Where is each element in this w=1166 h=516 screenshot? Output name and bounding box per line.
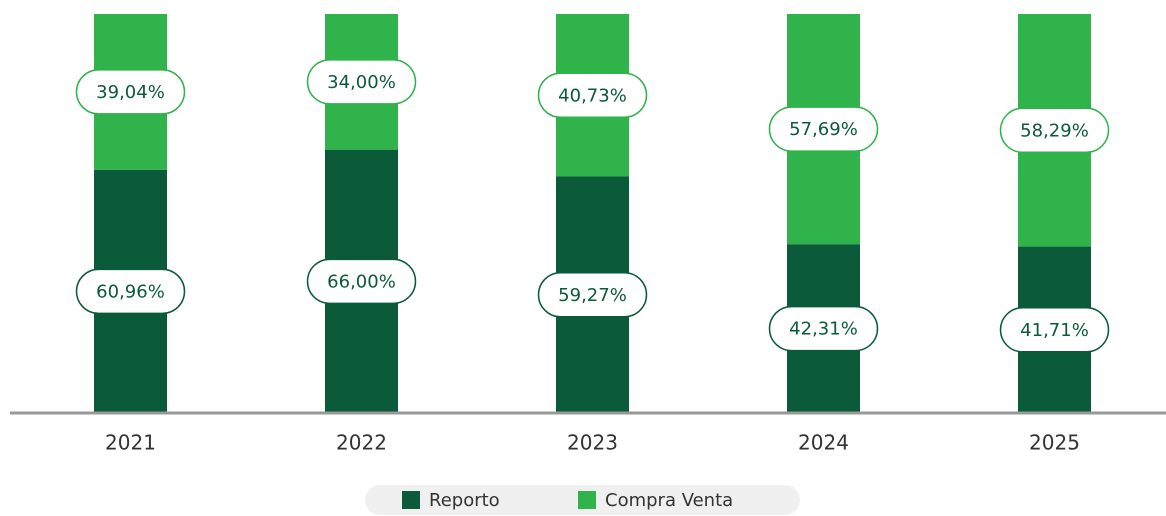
- value-label-pill: [537, 72, 648, 119]
- legend-label: Compra Venta: [605, 490, 733, 511]
- value-label: 58,29%: [1020, 120, 1089, 141]
- value-label: 60,96%: [96, 281, 165, 302]
- x-tick-label: 2024: [798, 431, 849, 455]
- value-label-pill: [999, 307, 1110, 353]
- value-label: 66,00%: [327, 271, 396, 292]
- value-label: 57,69%: [789, 119, 858, 140]
- value-label-pill: [537, 272, 648, 318]
- value-label-pill: [306, 59, 417, 105]
- value-label: 40,73%: [558, 85, 627, 106]
- x-tick-label: 2025: [1029, 431, 1080, 455]
- value-label-pill: [306, 258, 417, 305]
- x-tick-label: 2022: [336, 431, 387, 455]
- legend-label: Reporto: [429, 490, 500, 511]
- value-label: 39,04%: [96, 82, 165, 103]
- x-tick-label: 2021: [105, 431, 156, 455]
- value-label-pill: [768, 305, 879, 352]
- value-label-pill: [768, 106, 879, 152]
- value-label: 42,31%: [789, 319, 858, 340]
- value-label: 34,00%: [327, 72, 396, 93]
- value-label-pill: [75, 268, 186, 315]
- value-label: 59,27%: [558, 285, 627, 306]
- value-label-pill: [999, 107, 1110, 154]
- legend-swatch: [578, 491, 596, 509]
- x-tick-label: 2023: [567, 431, 618, 455]
- value-label: 41,71%: [1020, 320, 1089, 341]
- value-label-pill: [75, 69, 186, 115]
- legend-swatch: [402, 491, 420, 509]
